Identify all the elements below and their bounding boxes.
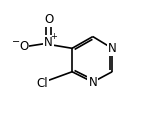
- Text: N: N: [108, 42, 116, 55]
- Text: −: −: [12, 37, 20, 47]
- Text: N: N: [88, 76, 97, 89]
- Text: +: +: [50, 32, 57, 41]
- Text: O: O: [44, 13, 53, 26]
- Text: N: N: [44, 36, 53, 49]
- Text: Cl: Cl: [37, 77, 48, 90]
- Text: O: O: [19, 40, 28, 53]
